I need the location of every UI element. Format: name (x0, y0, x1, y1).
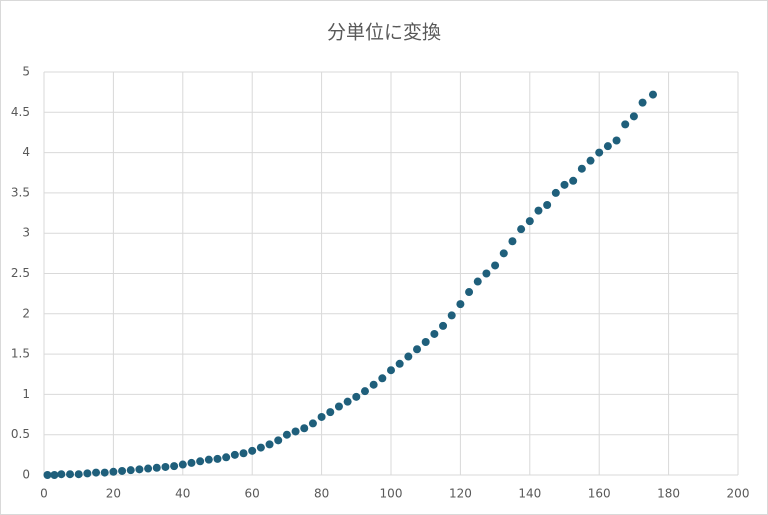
point (291, 427, 300, 436)
point (629, 112, 638, 121)
y-tick-label: 4.5 (11, 105, 30, 119)
point (395, 359, 404, 368)
point (170, 462, 179, 471)
point (213, 454, 222, 463)
x-tick-label: 60 (245, 487, 260, 501)
point (66, 470, 75, 479)
point (612, 136, 621, 145)
point (491, 261, 500, 270)
point (369, 380, 378, 389)
point (421, 338, 430, 347)
point (334, 402, 343, 411)
point (543, 200, 552, 209)
point (248, 446, 257, 455)
point (404, 352, 413, 361)
point (456, 300, 465, 309)
point (551, 188, 560, 197)
point (586, 156, 595, 165)
point (517, 225, 526, 234)
point (230, 450, 239, 459)
point (577, 164, 586, 173)
point (118, 466, 127, 475)
point (378, 374, 387, 383)
y-tick-label: 1 (22, 387, 30, 401)
point (508, 237, 517, 246)
y-tick-label: 3.5 (11, 185, 30, 199)
point (50, 471, 59, 479)
y-tick-label: 4 (22, 145, 30, 159)
x-tick-label: 140 (518, 487, 541, 501)
point (560, 180, 569, 189)
point (196, 457, 205, 466)
point (144, 464, 153, 473)
point (352, 392, 361, 401)
point (178, 460, 187, 469)
point (534, 206, 543, 215)
point (482, 269, 491, 278)
point (360, 387, 369, 396)
point (161, 462, 170, 471)
point (135, 465, 144, 474)
y-tick-label: 2 (22, 306, 30, 320)
x-tick-label: 40 (175, 487, 190, 501)
y-tick-label: 1.5 (11, 347, 30, 361)
point (525, 217, 534, 226)
point (187, 458, 196, 467)
point (326, 408, 335, 417)
x-tick-label: 20 (106, 487, 121, 501)
point (300, 424, 309, 433)
y-tick-label: 0.5 (11, 427, 30, 441)
point (239, 449, 248, 458)
point (274, 436, 283, 445)
point (473, 277, 482, 286)
point (648, 90, 657, 99)
point (100, 468, 109, 477)
point (439, 321, 448, 330)
point (83, 469, 92, 478)
point (256, 443, 265, 452)
point (621, 120, 630, 129)
point (603, 142, 612, 151)
y-tick-label: 3 (22, 226, 30, 240)
y-tick-label: 5 (22, 65, 30, 79)
point (447, 311, 456, 320)
point (109, 467, 118, 476)
x-tick-label: 100 (380, 487, 403, 501)
point (317, 412, 326, 421)
point (430, 329, 439, 338)
point (569, 176, 578, 185)
point (222, 453, 231, 462)
point (387, 366, 395, 375)
x-tick-label: 120 (449, 487, 472, 501)
point (204, 455, 213, 464)
x-tick-label: 80 (314, 487, 329, 501)
point (265, 440, 274, 449)
point (92, 468, 101, 477)
y-tick-label: 0 (22, 468, 30, 482)
x-tick-label: 0 (40, 487, 48, 501)
x-tick-label: 180 (657, 487, 680, 501)
point (282, 430, 291, 439)
point (308, 419, 317, 428)
point (152, 463, 161, 472)
point (465, 288, 474, 297)
point (638, 98, 647, 107)
y-tick-label: 2.5 (11, 266, 30, 280)
chart-title: 分単位に変換 (327, 22, 441, 44)
point (499, 249, 508, 258)
point (74, 470, 83, 479)
point (126, 466, 135, 475)
point (413, 345, 422, 354)
point (57, 470, 66, 479)
x-tick-label: 200 (727, 487, 750, 501)
point (595, 148, 604, 157)
x-tick-label: 160 (588, 487, 611, 501)
point (343, 397, 352, 406)
point (43, 471, 52, 479)
